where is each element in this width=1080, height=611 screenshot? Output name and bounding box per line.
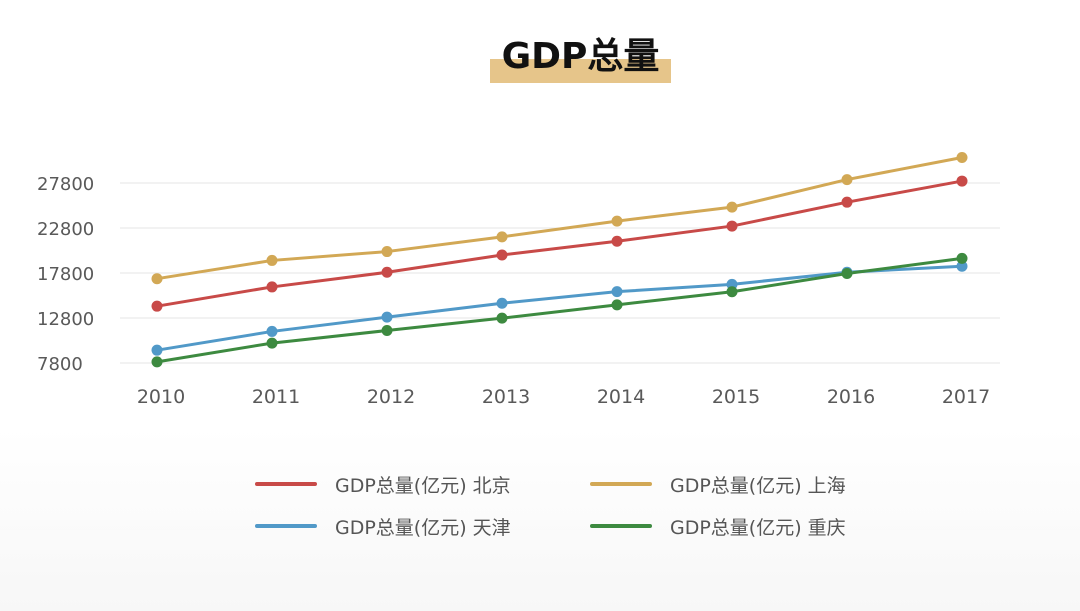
series-line-chongqing [155, 256, 964, 364]
legend-swatch-beijing [255, 482, 317, 486]
legend-label-shanghai: GDP总量(亿元) 上海 [670, 474, 846, 497]
x-tick-label: 2012 [367, 386, 415, 408]
legend: GDP总量(亿元) 北京 GDP总量(亿元) 上海 GDP总量(亿元) 天津 G… [255, 463, 955, 553]
data-point-tianjin-2011 [266, 325, 278, 337]
data-point-chongqing-2012 [381, 325, 393, 337]
data-point-beijing-2016 [841, 196, 853, 208]
data-point-chongqing-2011 [266, 337, 278, 349]
data-point-beijing-2017 [956, 175, 968, 187]
legend-item-shanghai[interactable]: GDP总量(亿元) 上海 [590, 469, 846, 499]
data-point-tianjin-2013 [496, 297, 508, 309]
legend-label-chongqing: GDP总量(亿元) 重庆 [670, 516, 846, 539]
legend-label-beijing: GDP总量(亿元) 北京 [335, 474, 511, 497]
data-point-chongqing-2017 [956, 252, 968, 264]
x-tick-label: 2016 [827, 386, 875, 408]
x-tick-label: 2010 [137, 386, 185, 408]
data-point-beijing-2012 [381, 266, 393, 278]
legend-swatch-chongqing [590, 524, 652, 528]
data-point-chongqing-2010 [151, 356, 163, 368]
data-point-shanghai-2013 [496, 231, 508, 243]
data-point-beijing-2015 [726, 220, 738, 232]
x-tick-label: 2017 [942, 386, 990, 408]
data-point-chongqing-2015 [726, 286, 738, 298]
legend-item-tianjin[interactable]: GDP总量(亿元) 天津 [255, 511, 511, 541]
x-tick-label: 2015 [712, 386, 760, 408]
y-tick-label: 12800 [37, 309, 94, 330]
data-point-shanghai-2017 [956, 152, 968, 164]
legend-item-beijing[interactable]: GDP总量(亿元) 北京 [255, 469, 511, 499]
data-point-tianjin-2010 [151, 344, 163, 356]
y-tick-label: 22800 [37, 219, 94, 240]
data-point-shanghai-2016 [841, 174, 853, 186]
legend-swatch-tianjin [255, 524, 317, 528]
series-line-tianjin [155, 264, 964, 352]
legend-item-chongqing[interactable]: GDP总量(亿元) 重庆 [590, 511, 846, 541]
y-tick-label: 7800 [37, 354, 83, 375]
data-point-beijing-2013 [496, 249, 508, 261]
chart-title: GDP总量 [490, 35, 671, 85]
legend-swatch-shanghai [590, 482, 652, 486]
series-line-shanghai [155, 156, 964, 281]
x-tick-label: 2011 [252, 386, 300, 408]
data-point-chongqing-2014 [611, 299, 623, 311]
series-line-beijing [155, 179, 964, 308]
data-point-tianjin-2012 [381, 311, 393, 323]
title-highlight-band [490, 59, 671, 83]
data-point-shanghai-2014 [611, 215, 623, 227]
data-point-shanghai-2012 [381, 246, 393, 258]
x-tick-label: 2013 [482, 386, 530, 408]
data-point-tianjin-2017 [956, 260, 968, 272]
data-point-beijing-2014 [611, 235, 623, 247]
data-point-chongqing-2013 [496, 312, 508, 324]
x-tick-label: 2014 [597, 386, 645, 408]
data-point-chongqing-2016 [841, 268, 853, 280]
legend-label-tianjin: GDP总量(亿元) 天津 [335, 516, 511, 539]
data-point-beijing-2010 [151, 300, 163, 312]
data-point-tianjin-2014 [611, 286, 623, 298]
data-point-shanghai-2015 [726, 201, 738, 213]
chart-title-text: GDP总量 [501, 36, 660, 77]
y-tick-label: 27800 [37, 174, 94, 195]
data-point-shanghai-2011 [266, 254, 278, 266]
data-point-shanghai-2010 [151, 273, 163, 285]
y-tick-label: 17800 [37, 264, 94, 285]
data-point-beijing-2011 [266, 281, 278, 293]
